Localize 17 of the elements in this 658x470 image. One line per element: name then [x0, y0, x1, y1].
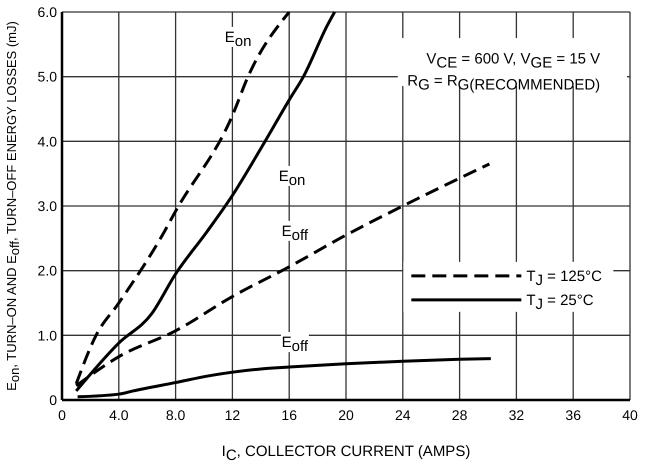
y-tick-label: 0 — [49, 392, 58, 408]
x-tick-label: 8.0 — [166, 407, 186, 423]
y-tick-label: 5.0 — [38, 68, 58, 85]
x-tick-label: 36 — [565, 407, 582, 423]
x-tick-label: 32 — [508, 407, 524, 423]
x-tick-label: 24 — [395, 407, 411, 423]
y-tick-label: 2.0 — [38, 262, 58, 279]
x-tick-label: 28 — [452, 407, 468, 423]
x-tick-label: 20 — [338, 407, 354, 423]
x-tick-label: 4.0 — [109, 407, 129, 423]
y-tick-label: 3.0 — [38, 198, 58, 214]
x-tick-label: 12 — [224, 407, 240, 423]
y-tick-label: 1.0 — [38, 327, 58, 344]
x-tick-label: 40 — [622, 407, 638, 423]
x-tick-label: 16 — [281, 407, 298, 423]
y-tick-label: 6.0 — [38, 4, 58, 20]
y-tick-label: 4.0 — [38, 133, 58, 150]
